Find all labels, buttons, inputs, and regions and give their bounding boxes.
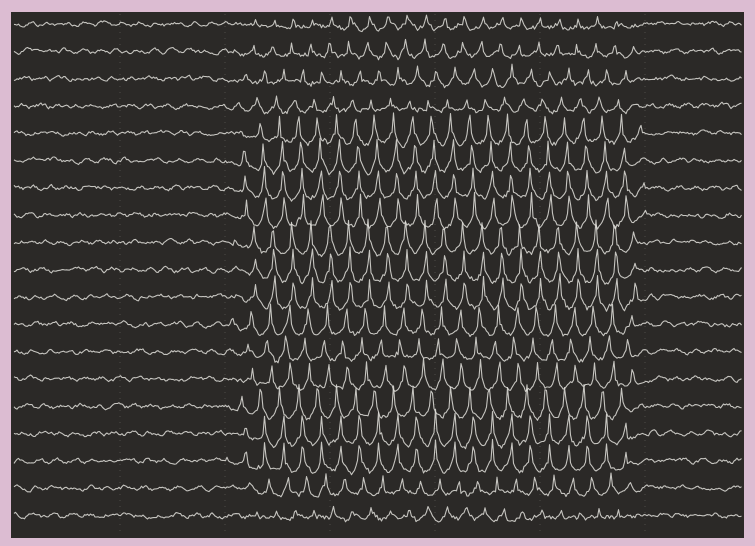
page: (() => { JSON.parse(document.getElementB…: [0, 0, 755, 546]
eeg-image: [0, 0, 755, 546]
